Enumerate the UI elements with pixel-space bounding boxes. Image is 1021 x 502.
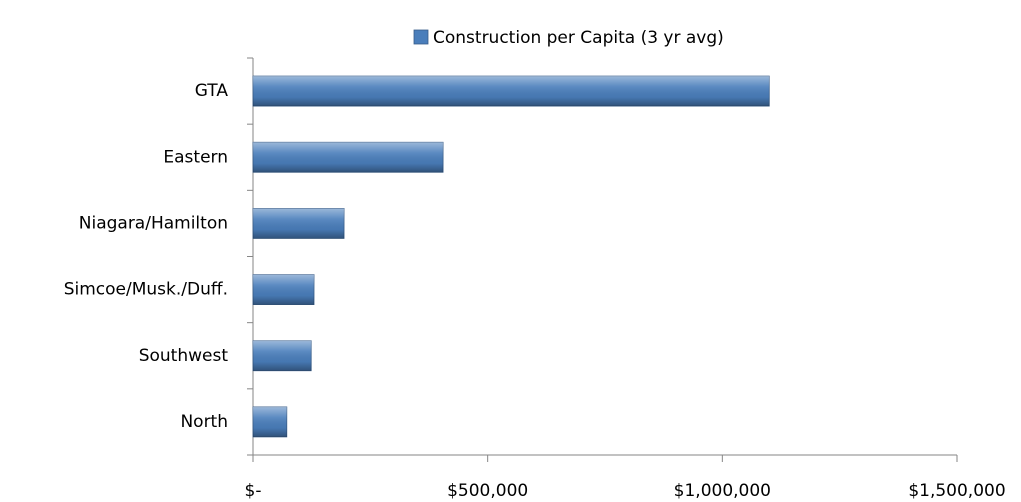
- x-tick-label: $1,000,000: [674, 481, 771, 501]
- legend-label: Construction per Capita (3 yr avg): [433, 28, 724, 48]
- y-tick-label: North: [180, 412, 228, 432]
- y-tick-label: GTA: [195, 81, 229, 101]
- bar-shade: [253, 76, 770, 107]
- bar-shade: [253, 406, 287, 437]
- y-tick-label: Eastern: [163, 147, 228, 167]
- x-tick-label: $1,500,000: [908, 481, 1005, 501]
- y-tick-label: Simcoe/Musk./Duff.: [64, 280, 228, 300]
- legend-swatch: [413, 29, 429, 45]
- bar-shade: [253, 274, 315, 305]
- bar-shade: [253, 142, 444, 173]
- x-tick-label: $500,000: [447, 481, 528, 501]
- bar-shade: [253, 208, 345, 239]
- x-tick-label: $-: [245, 481, 262, 501]
- y-tick-label: Niagara/Hamilton: [79, 213, 228, 233]
- y-tick-label: Southwest: [139, 346, 229, 366]
- bar-shade: [253, 340, 312, 371]
